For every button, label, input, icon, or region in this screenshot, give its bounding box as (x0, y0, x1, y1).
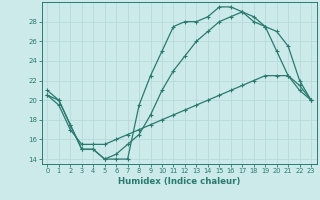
X-axis label: Humidex (Indice chaleur): Humidex (Indice chaleur) (118, 177, 240, 186)
